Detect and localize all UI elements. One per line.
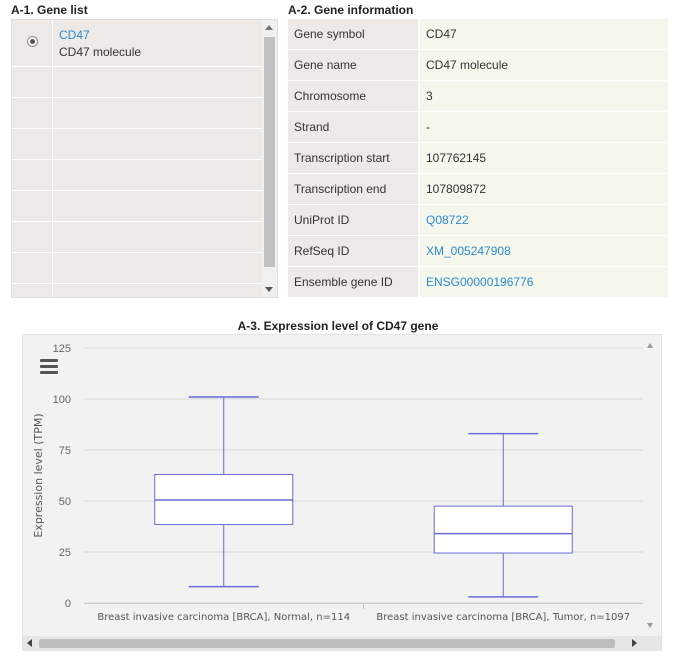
info-value-cell: 107809872 [419, 173, 668, 205]
info-value-cell: CD47 [419, 19, 668, 50]
x-category-label: Breast invasive carcinoma [BRCA], Normal… [97, 612, 350, 623]
scroll-up-arrow-icon[interactable] [265, 25, 273, 30]
info-value-cell: - [419, 111, 668, 143]
y-tick-label: 100 [53, 394, 71, 406]
info-value-cell: 3 [419, 80, 668, 112]
info-row: Strand - [288, 111, 668, 143]
box-iqr [433, 505, 573, 554]
info-value: 107762145 [426, 151, 487, 165]
gene-select-radio[interactable] [27, 36, 38, 47]
list-item-empty [12, 222, 264, 253]
list-item-empty [12, 129, 264, 160]
gene-list-item[interactable]: CD47 CD47 molecule [12, 20, 264, 67]
gene-description: CD47 molecule [59, 45, 142, 59]
menu-icon[interactable] [40, 359, 58, 374]
list-item-empty [12, 253, 264, 284]
info-label: Gene name [288, 49, 420, 81]
info-label: Transcription start [288, 142, 420, 174]
info-row: Ensemble gene ID ENSG00000196776 [288, 266, 668, 298]
list-item-empty [12, 191, 264, 222]
gene-list-divider [52, 20, 53, 297]
y-axis-title: Expression level (TPM) [32, 413, 45, 537]
info-row: Gene symbol CD47 [288, 19, 668, 50]
info-value: CD47 molecule [426, 58, 509, 72]
info-row: RefSeq ID XM_005247908 [288, 235, 668, 267]
x-category-label: Breast invasive carcinoma [BRCA], Tumor,… [376, 612, 630, 623]
y-tick-label: 0 [65, 598, 71, 610]
info-value: CD47 [426, 27, 457, 41]
info-row: Transcription end 107809872 [288, 173, 668, 205]
chart-scroll-thumb[interactable] [39, 639, 615, 648]
expression-chart: 0 25 50 75 100 125 Expression level (TPM) Breas… [22, 334, 662, 651]
y-tick-label: 75 [59, 445, 71, 457]
gene-info-title: A-2. Gene information [288, 3, 414, 17]
info-value-cell: CD47 molecule [419, 49, 668, 81]
info-value-cell: XM_005247908 [419, 235, 668, 267]
info-label: UniProt ID [288, 204, 420, 236]
info-label: Ensemble gene ID [288, 266, 420, 298]
y-tick-label: 125 [53, 343, 71, 355]
info-value-link[interactable]: ENSG00000196776 [426, 275, 534, 289]
list-item-empty [12, 98, 264, 129]
info-label: Gene symbol [288, 19, 420, 50]
gene-list-title: A-1. Gene list [11, 3, 88, 17]
scroll-down-arrow-icon[interactable] [265, 287, 273, 292]
info-value-cell: ENSG00000196776 [419, 266, 668, 298]
gene-symbol-link[interactable]: CD47 [59, 28, 90, 42]
info-label: Strand [288, 111, 420, 143]
info-label: Chromosome [288, 80, 420, 112]
info-value-cell: Q08722 [419, 204, 668, 236]
chart-plot: 0 25 50 75 100 125 Expression level (TPM) Breas… [32, 343, 643, 623]
y-tick-label: 50 [59, 496, 71, 508]
info-value-link[interactable]: Q08722 [426, 213, 469, 227]
y-tick-label: 25 [59, 547, 71, 559]
info-row: Transcription start 107762145 [288, 142, 668, 174]
info-label: RefSeq ID [288, 235, 420, 267]
chart-scroll-up-icon[interactable] [647, 343, 653, 348]
info-value: - [426, 120, 430, 134]
gene-list-scrollbar[interactable] [262, 20, 277, 297]
info-value: 3 [426, 89, 433, 103]
scroll-left-arrow-icon[interactable] [27, 639, 32, 647]
info-row: UniProt ID Q08722 [288, 204, 668, 236]
chart-scroll-down-icon[interactable] [647, 623, 653, 628]
scroll-right-arrow-icon[interactable] [632, 639, 637, 647]
gene-info-table: Gene symbol CD47 Gene name CD47 molecule Chr… [288, 19, 668, 298]
chart-horizontal-scrollbar[interactable] [23, 636, 661, 650]
info-label: Transcription end [288, 173, 420, 205]
scroll-thumb[interactable] [264, 37, 275, 267]
gene-list-panel: CD47 CD47 molecule [11, 19, 278, 298]
list-item-empty [12, 160, 264, 191]
list-item-empty [12, 67, 264, 98]
info-value-cell: 107762145 [419, 142, 668, 174]
chart-title: A-3. Expression level of CD47 gene [237, 319, 439, 333]
info-row: Gene name CD47 molecule [288, 49, 668, 81]
info-value-link[interactable]: XM_005247908 [426, 244, 511, 258]
info-row: Chromosome 3 [288, 80, 668, 112]
info-value: 107809872 [426, 182, 487, 196]
